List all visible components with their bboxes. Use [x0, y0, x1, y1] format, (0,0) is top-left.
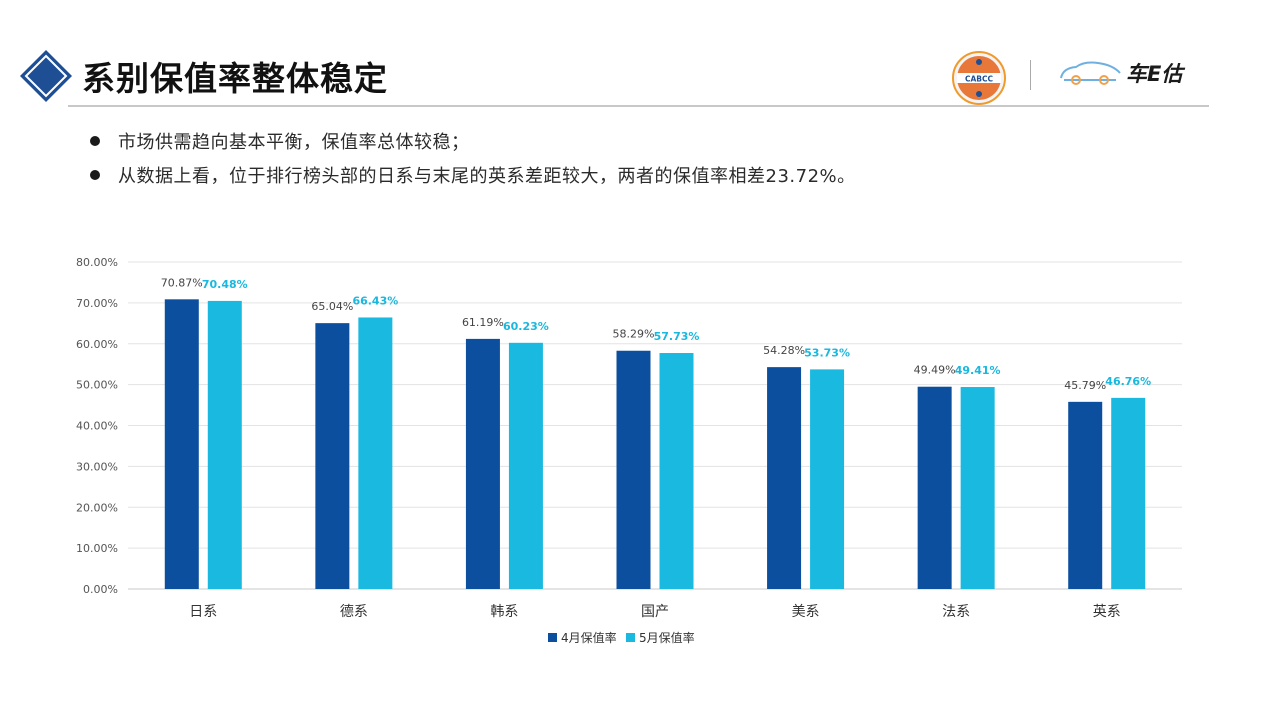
data-label: 49.49% [914, 364, 956, 377]
cabcc-logo-text: CABCC [965, 75, 994, 84]
title-area: 系别保值率整体稳定 [18, 48, 388, 104]
bullet-dot-icon [90, 170, 100, 180]
data-label: 65.04% [311, 300, 353, 313]
cabcc-logo: CABCC [951, 50, 1007, 110]
y-tick-label: 60.00% [76, 338, 118, 351]
y-tick-label: 50.00% [76, 379, 118, 392]
x-category-label: 德系 [340, 604, 368, 620]
y-tick-label: 10.00% [76, 542, 118, 555]
car-outline-icon [1060, 61, 1121, 85]
bar-may [207, 300, 242, 589]
bar-may [358, 317, 393, 589]
bar-may [659, 353, 694, 589]
x-category-label: 法系 [942, 604, 970, 620]
bar-may [508, 342, 543, 589]
data-label: 49.41% [955, 364, 1001, 377]
bar-april [917, 386, 952, 589]
logo-divider [1030, 60, 1031, 90]
y-tick-label: 0.00% [83, 583, 118, 596]
data-label: 57.73% [654, 330, 700, 343]
bullet-text: 从数据上看，位于排行榜头部的日系与末尾的英系差距较大，两者的保值率相差23.72… [118, 166, 856, 187]
y-tick-label: 20.00% [76, 501, 118, 514]
diamond-icon [18, 48, 74, 104]
bullet-item: 市场供需趋向基本平衡，保值率总体较稳； [90, 124, 856, 158]
y-tick-label: 70.00% [76, 297, 118, 310]
bullet-item: 从数据上看，位于排行榜头部的日系与末尾的英系差距较大，两者的保值率相差23.72… [90, 158, 856, 192]
bar-may [1111, 397, 1146, 589]
data-label: 60.23% [503, 320, 549, 333]
data-label: 58.29% [613, 328, 655, 341]
bar-april [767, 367, 802, 589]
y-tick-label: 80.00% [76, 256, 118, 269]
legend-label: 4月保值率 [561, 630, 617, 645]
data-label: 61.19% [462, 316, 504, 329]
legend-swatch [626, 633, 635, 642]
bullet-dot-icon [90, 136, 100, 146]
chee-gu-logo-text: 车E估 [1126, 62, 1183, 86]
x-category-label: 英系 [1093, 603, 1121, 620]
bar-april [465, 338, 500, 589]
bar-april [315, 323, 350, 589]
data-label: 53.73% [804, 346, 850, 359]
data-label: 70.48% [202, 278, 248, 291]
data-label: 54.28% [763, 344, 805, 357]
legend-swatch [548, 633, 557, 642]
y-tick-label: 40.00% [76, 420, 118, 433]
page-title: 系别保值率整体稳定 [82, 59, 388, 98]
legend-label: 5月保值率 [639, 630, 695, 645]
x-category-label: 国产 [641, 604, 669, 620]
bar-april [164, 299, 199, 589]
bar-april [1068, 401, 1103, 589]
x-category-label: 日系 [189, 604, 217, 620]
bar-may [810, 369, 845, 589]
y-tick-label: 30.00% [76, 460, 118, 473]
bar-chart: 0.00% 10.00% 20.00% 30.00% 40.00% 50.00% 60.00… [76, 256, 1182, 645]
data-label: 46.76% [1105, 375, 1151, 388]
bullet-text: 市场供需趋向基本平衡，保值率总体较稳； [118, 132, 470, 153]
data-label: 70.87% [161, 276, 203, 289]
bar-april [616, 350, 651, 589]
header-divider [68, 105, 1209, 107]
bar-may [960, 387, 995, 589]
x-category-label: 韩系 [490, 604, 518, 620]
chee-gu-logo: 车E估 [1058, 58, 1182, 88]
bullet-list: 市场供需趋向基本平衡，保值率总体较稳； 从数据上看，位于排行榜头部的日系与末尾的… [90, 124, 856, 192]
data-label: 45.79% [1064, 379, 1106, 392]
data-label: 66.43% [352, 294, 398, 307]
x-category-label: 美系 [792, 604, 820, 620]
